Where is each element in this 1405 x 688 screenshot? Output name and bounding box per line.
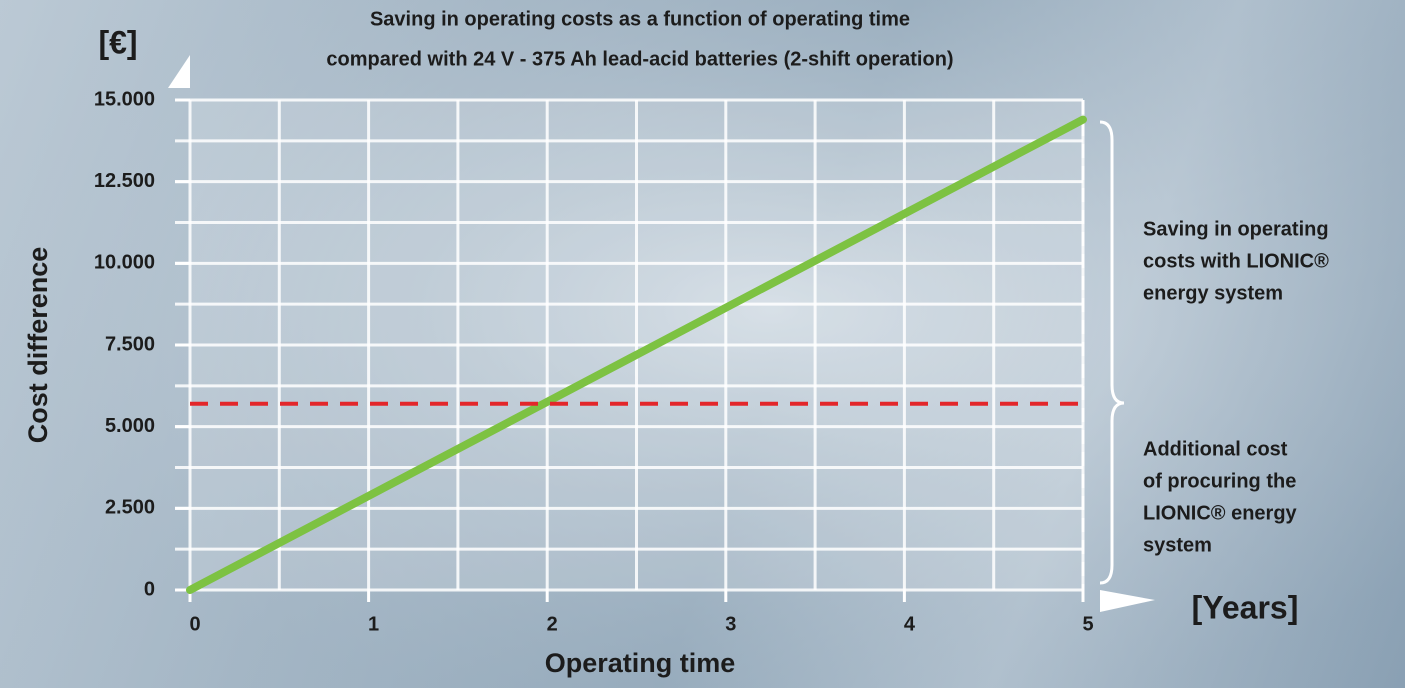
y-unit: [€] [98, 24, 137, 60]
annotation: LIONIC® energy [1143, 502, 1298, 524]
x-tick-label: 3 [725, 613, 736, 635]
annotation: costs with LIONIC® [1143, 250, 1329, 272]
x-tick-label: 5 [1082, 613, 1093, 635]
y-tick-label: 5.000 [105, 415, 155, 437]
x-tick-label: 2 [547, 613, 558, 635]
chart-subtitle: compared with 24 V - 375 Ah lead-acid ba… [326, 48, 953, 70]
annotation: energy system [1143, 282, 1283, 304]
data-line [186, 115, 1087, 594]
y-tick-label: 7.500 [105, 333, 155, 355]
annotation: of procuring the [1143, 470, 1296, 492]
annotation: Additional cost [1143, 438, 1288, 460]
x-tick-label: 4 [904, 613, 916, 635]
x-axis-title: Operating time [545, 648, 736, 678]
annotation: system [1143, 534, 1212, 556]
annotation: Saving in operating [1143, 218, 1329, 240]
y-tick-label: 10.000 [94, 252, 155, 274]
y-axis-arrow [168, 55, 190, 88]
y-tick-label: 15.000 [94, 88, 155, 110]
chart-title: Saving in operating costs as a function … [370, 8, 910, 30]
x-tick-label: 1 [368, 613, 379, 635]
y-tick-label: 12.500 [94, 170, 155, 192]
y-axis-title: Cost difference [23, 247, 53, 444]
y-tick-label: 0 [144, 578, 155, 600]
x-axis-arrow [1100, 590, 1155, 612]
brace [1099, 120, 1125, 585]
y-tick-label: 2.500 [105, 497, 155, 519]
x-tick-label: 0 [189, 613, 200, 635]
x-unit: [Years] [1192, 589, 1299, 625]
